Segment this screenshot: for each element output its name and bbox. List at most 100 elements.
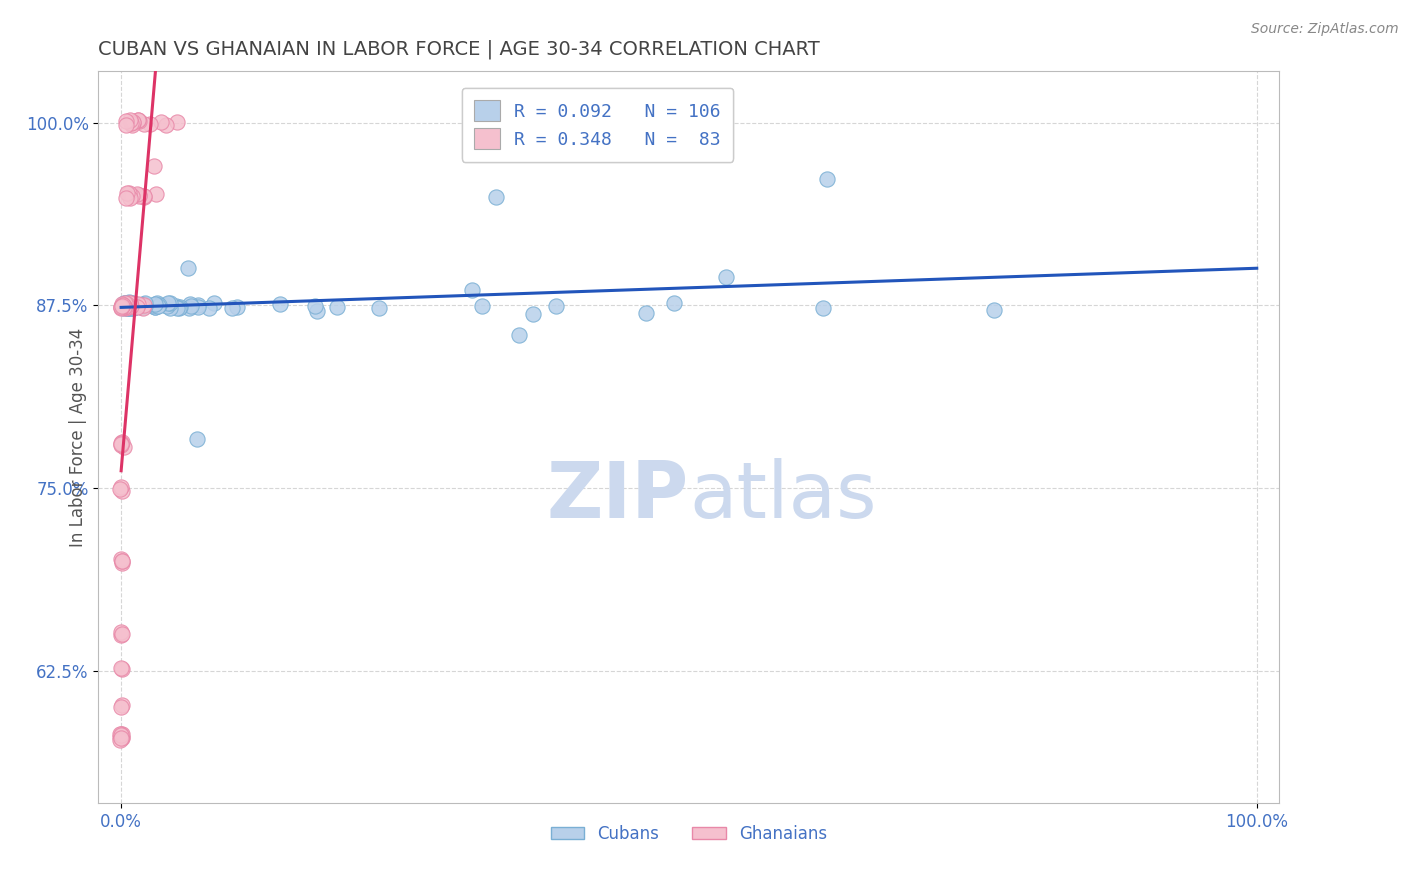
Point: [117, 295, 139, 310]
Point: [202, 296, 225, 310]
Point: [110, 437, 132, 451]
Point: [120, 191, 142, 205]
Point: [124, 300, 146, 314]
Point: [118, 295, 141, 310]
Point: [114, 300, 136, 314]
Point: [108, 727, 131, 741]
Point: [129, 300, 152, 314]
Point: [117, 298, 139, 312]
Point: [111, 727, 134, 741]
Point: [120, 300, 142, 314]
Point: [143, 159, 166, 173]
Point: [129, 299, 152, 313]
Point: [111, 553, 134, 567]
Point: [143, 297, 166, 311]
Point: [110, 728, 132, 742]
Point: [110, 625, 132, 640]
Point: [110, 727, 132, 741]
Point: [111, 731, 134, 745]
Point: [108, 482, 131, 496]
Point: [128, 113, 150, 128]
Point: [112, 301, 135, 316]
Point: [269, 297, 291, 311]
Point: [132, 298, 155, 312]
Point: [159, 301, 181, 315]
Point: [815, 172, 838, 186]
Point: [110, 731, 132, 745]
Point: [115, 119, 138, 133]
Point: [117, 296, 139, 310]
Point: [110, 729, 132, 743]
Point: [187, 300, 209, 314]
Point: [544, 299, 567, 313]
Point: [111, 626, 134, 640]
Point: [110, 480, 132, 494]
Point: [117, 300, 139, 314]
Point: [225, 300, 247, 314]
Point: [117, 297, 139, 311]
Point: [115, 298, 138, 312]
Point: [124, 297, 146, 311]
Point: [131, 298, 153, 312]
Point: [471, 299, 494, 313]
Point: [117, 298, 139, 312]
Point: [111, 434, 134, 449]
Point: [111, 484, 134, 499]
Point: [111, 299, 134, 313]
Point: [112, 300, 135, 314]
Point: [132, 297, 155, 311]
Point: [110, 552, 132, 566]
Point: [121, 298, 143, 312]
Point: [118, 301, 141, 315]
Point: [221, 301, 243, 315]
Point: [636, 306, 658, 320]
Point: [132, 301, 155, 315]
Point: [115, 191, 138, 205]
Point: [110, 700, 132, 714]
Point: [110, 301, 132, 315]
Point: [120, 299, 142, 313]
Point: [117, 298, 139, 312]
Point: [117, 301, 139, 315]
Point: [129, 298, 152, 312]
Point: [118, 298, 141, 312]
Point: [111, 662, 134, 676]
Point: [132, 297, 155, 311]
Text: Source: ZipAtlas.com: Source: ZipAtlas.com: [1251, 22, 1399, 37]
Point: [485, 190, 508, 204]
Point: [110, 628, 132, 642]
Point: [132, 297, 155, 311]
Point: [132, 190, 155, 204]
Point: [150, 114, 173, 128]
Point: [122, 295, 145, 310]
Point: [115, 299, 138, 313]
Point: [132, 188, 155, 202]
Point: [118, 112, 141, 127]
Point: [115, 297, 138, 311]
Point: [120, 116, 142, 130]
Point: [118, 297, 141, 311]
Point: [114, 298, 136, 312]
Point: [180, 299, 202, 313]
Point: [114, 295, 136, 310]
Point: [187, 298, 209, 312]
Point: [128, 188, 150, 202]
Point: [117, 299, 139, 313]
Point: [134, 299, 156, 313]
Point: [127, 112, 149, 127]
Point: [118, 295, 141, 310]
Point: [118, 186, 141, 201]
Point: [112, 299, 135, 313]
Point: [146, 296, 169, 310]
Point: [110, 436, 132, 450]
Point: [110, 732, 132, 747]
Point: [179, 297, 201, 311]
Text: ZIP: ZIP: [547, 458, 689, 533]
Point: [121, 116, 143, 130]
Point: [166, 301, 188, 316]
Point: [114, 297, 136, 311]
Point: [128, 297, 150, 311]
Point: [118, 296, 141, 310]
Point: [197, 301, 219, 315]
Point: [664, 296, 686, 310]
